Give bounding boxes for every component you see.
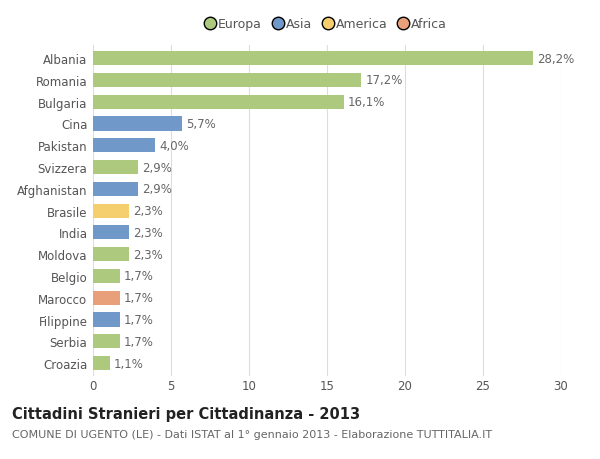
Text: Cittadini Stranieri per Cittadinanza - 2013: Cittadini Stranieri per Cittadinanza - 2…	[12, 406, 360, 421]
Bar	[93, 52, 533, 66]
Bar	[93, 161, 138, 175]
Text: 1,7%: 1,7%	[124, 270, 153, 283]
Text: 5,7%: 5,7%	[186, 118, 215, 131]
Text: 1,7%: 1,7%	[124, 291, 153, 305]
Text: 2,3%: 2,3%	[133, 226, 163, 239]
Bar	[93, 117, 182, 131]
Bar	[93, 95, 344, 110]
Bar	[93, 182, 138, 196]
Bar	[93, 335, 119, 349]
Text: 28,2%: 28,2%	[537, 52, 574, 66]
Text: 1,7%: 1,7%	[124, 313, 153, 326]
Text: COMUNE DI UGENTO (LE) - Dati ISTAT al 1° gennaio 2013 - Elaborazione TUTTITALIA.: COMUNE DI UGENTO (LE) - Dati ISTAT al 1°…	[12, 429, 492, 439]
Text: 1,1%: 1,1%	[114, 357, 144, 370]
Text: 2,9%: 2,9%	[142, 183, 172, 196]
Bar	[93, 356, 110, 370]
Bar	[93, 73, 361, 88]
Text: 1,7%: 1,7%	[124, 335, 153, 348]
Bar	[93, 204, 129, 218]
Text: 2,3%: 2,3%	[133, 248, 163, 261]
Text: 16,1%: 16,1%	[348, 96, 385, 109]
Text: 2,9%: 2,9%	[142, 161, 172, 174]
Text: 2,3%: 2,3%	[133, 205, 163, 218]
Bar	[93, 291, 119, 305]
Bar	[93, 313, 119, 327]
Text: 17,2%: 17,2%	[365, 74, 403, 87]
Text: 4,0%: 4,0%	[160, 140, 189, 152]
Bar	[93, 269, 119, 284]
Legend: Europa, Asia, America, Africa: Europa, Asia, America, Africa	[202, 13, 452, 36]
Bar	[93, 247, 129, 262]
Bar	[93, 139, 155, 153]
Bar	[93, 226, 129, 240]
